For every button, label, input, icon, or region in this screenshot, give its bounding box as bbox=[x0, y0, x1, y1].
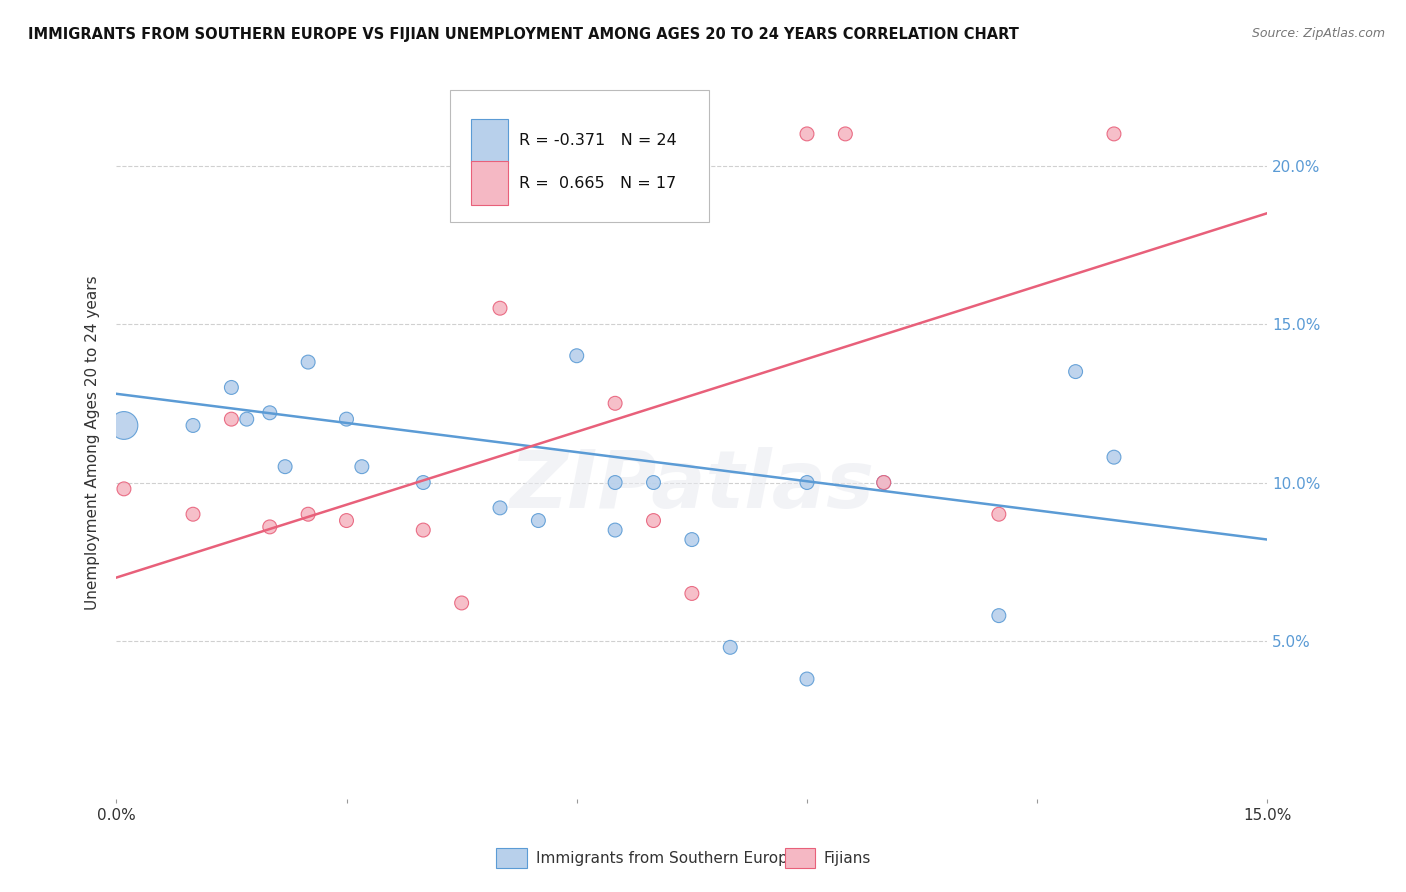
Point bbox=[235, 412, 257, 426]
Text: Immigrants from Southern Europe: Immigrants from Southern Europe bbox=[536, 851, 797, 865]
Y-axis label: Unemployment Among Ages 20 to 24 years: Unemployment Among Ages 20 to 24 years bbox=[86, 276, 100, 610]
Point bbox=[873, 475, 896, 490]
Point bbox=[297, 507, 319, 521]
Point bbox=[412, 475, 434, 490]
Point bbox=[796, 672, 818, 686]
FancyBboxPatch shape bbox=[471, 119, 508, 163]
Point bbox=[1102, 450, 1125, 465]
Point bbox=[681, 586, 703, 600]
Point bbox=[259, 520, 281, 534]
FancyBboxPatch shape bbox=[450, 90, 709, 222]
Point bbox=[527, 514, 550, 528]
Point bbox=[450, 596, 472, 610]
Point bbox=[489, 301, 512, 316]
Point bbox=[987, 608, 1010, 623]
Point bbox=[681, 533, 703, 547]
FancyBboxPatch shape bbox=[471, 161, 508, 205]
Point bbox=[221, 380, 243, 394]
Point bbox=[1064, 365, 1087, 379]
Point bbox=[335, 412, 357, 426]
Text: R =  0.665   N = 17: R = 0.665 N = 17 bbox=[519, 176, 676, 191]
Point bbox=[1102, 127, 1125, 141]
Point bbox=[181, 507, 204, 521]
Text: IMMIGRANTS FROM SOUTHERN EUROPE VS FIJIAN UNEMPLOYMENT AMONG AGES 20 TO 24 YEARS: IMMIGRANTS FROM SOUTHERN EUROPE VS FIJIA… bbox=[28, 27, 1019, 42]
Text: ZIPatlas: ZIPatlas bbox=[509, 447, 875, 524]
Point bbox=[335, 514, 357, 528]
Point bbox=[796, 475, 818, 490]
Point bbox=[412, 523, 434, 537]
Point bbox=[181, 418, 204, 433]
Point bbox=[297, 355, 319, 369]
Point bbox=[603, 523, 626, 537]
Point bbox=[643, 514, 665, 528]
Text: Fijians: Fijians bbox=[824, 851, 872, 865]
Point bbox=[274, 459, 297, 474]
Point bbox=[796, 127, 818, 141]
Point bbox=[718, 640, 741, 655]
Point bbox=[350, 459, 373, 474]
Text: Source: ZipAtlas.com: Source: ZipAtlas.com bbox=[1251, 27, 1385, 40]
Point bbox=[221, 412, 243, 426]
Point bbox=[112, 418, 135, 433]
Text: R = -0.371   N = 24: R = -0.371 N = 24 bbox=[519, 134, 676, 148]
Point bbox=[987, 507, 1010, 521]
Point bbox=[565, 349, 588, 363]
Point bbox=[112, 482, 135, 496]
Point bbox=[643, 475, 665, 490]
Point bbox=[259, 406, 281, 420]
Point bbox=[603, 396, 626, 410]
Point bbox=[489, 500, 512, 515]
Point bbox=[603, 475, 626, 490]
Point bbox=[873, 475, 896, 490]
Point bbox=[834, 127, 856, 141]
